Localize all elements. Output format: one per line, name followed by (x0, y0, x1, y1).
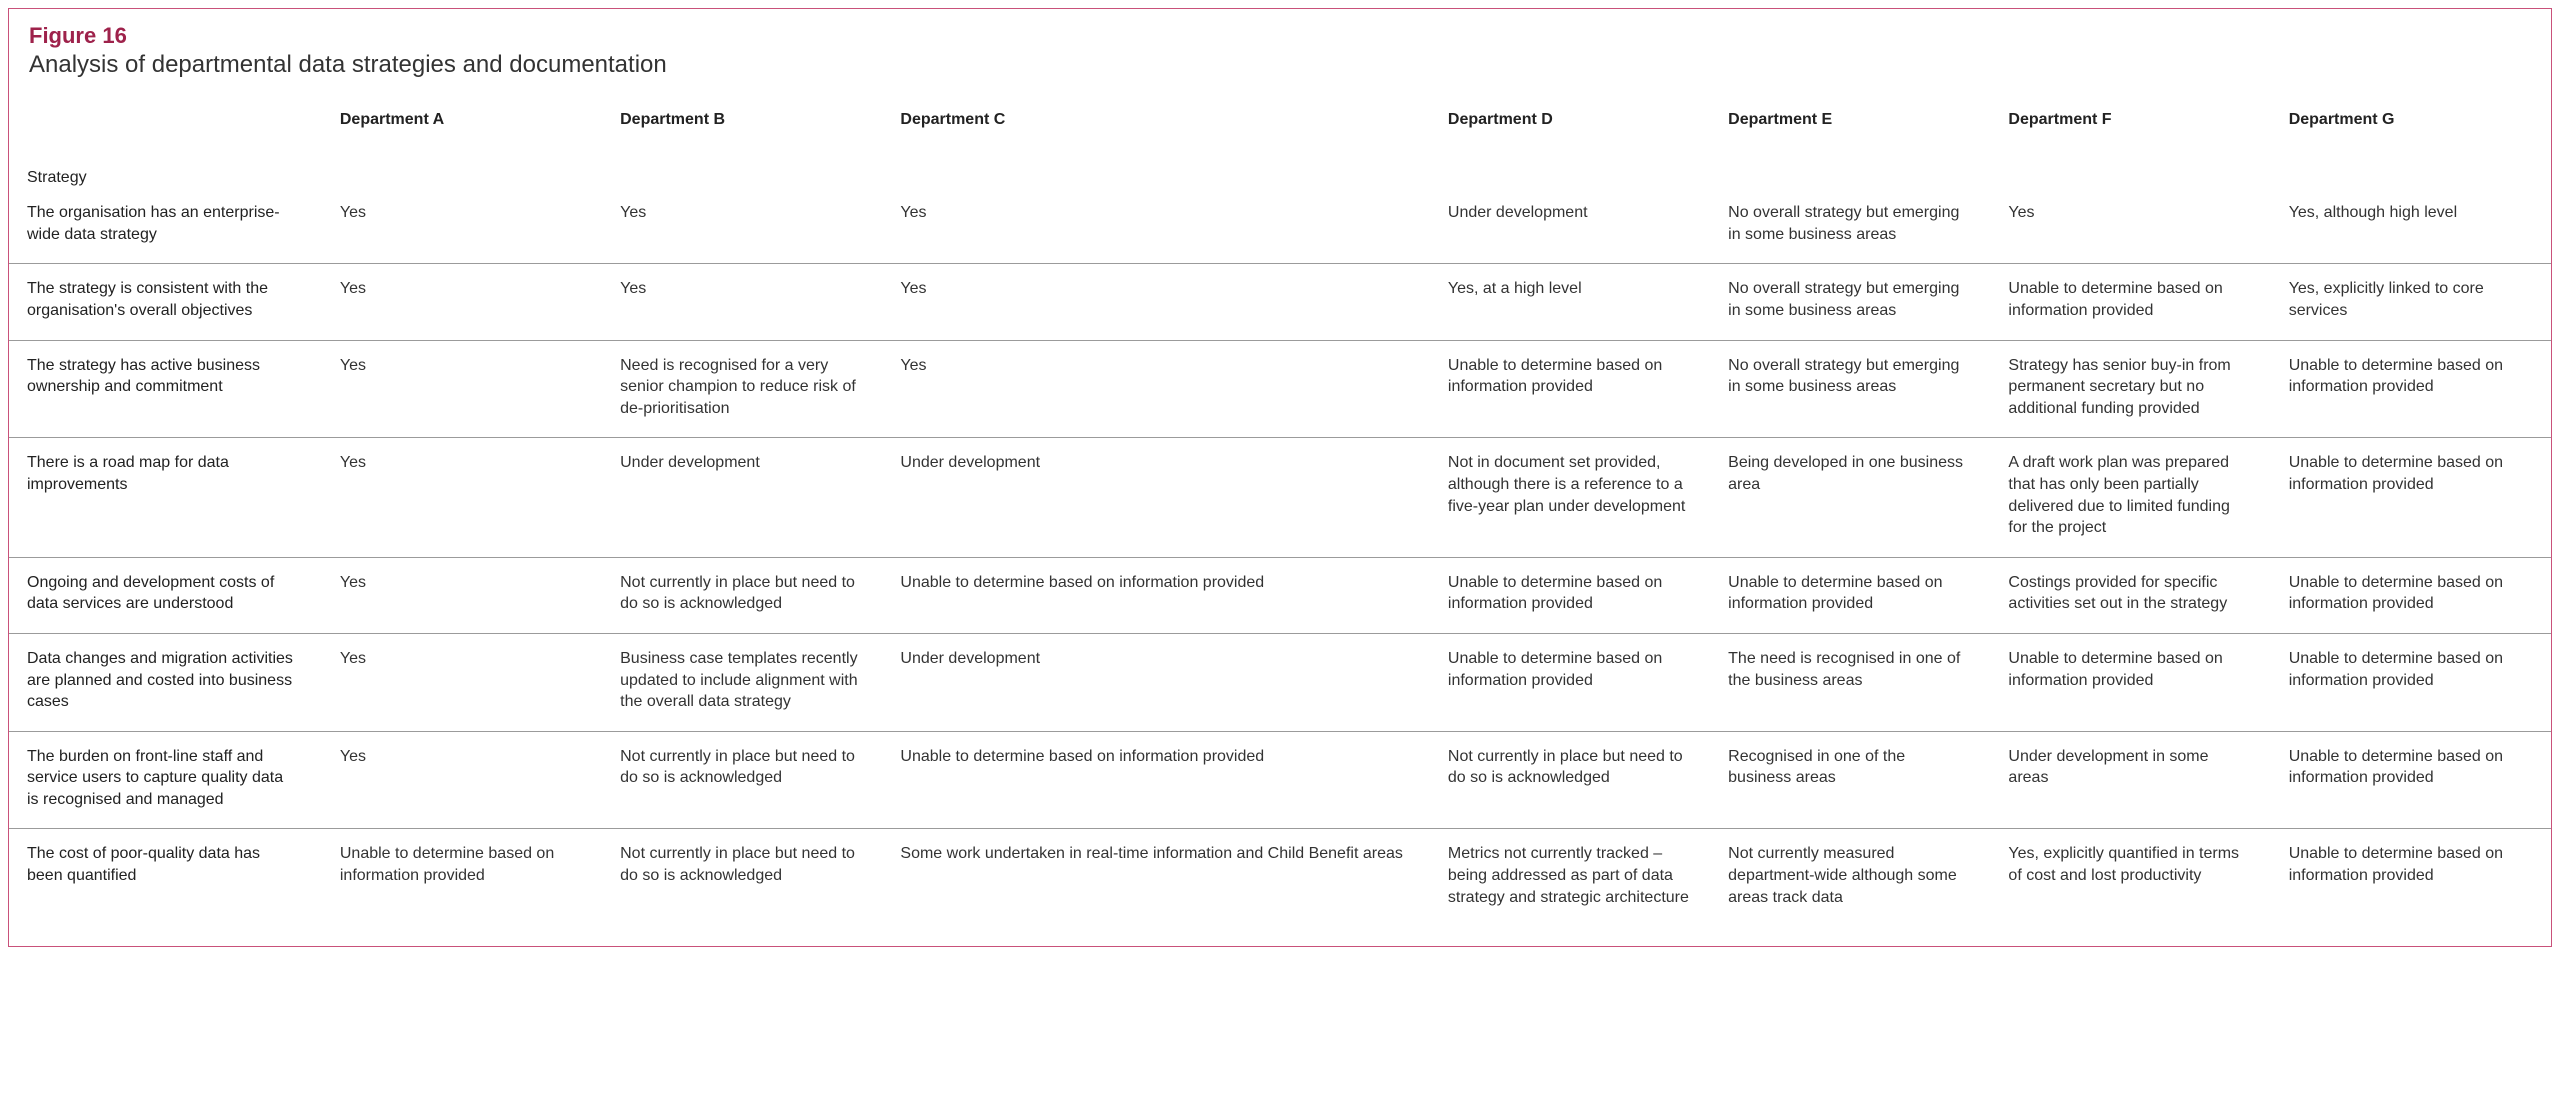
figure-title: Analysis of departmental data strategies… (29, 51, 2531, 79)
cell: Not currently in place but need to do so… (602, 557, 882, 633)
cell: Under development in some areas (1990, 731, 2270, 829)
cell: Yes (322, 731, 602, 829)
figure-number: Figure 16 (29, 23, 2531, 49)
cell: Strategy has senior buy-in from permanen… (1990, 340, 2270, 438)
cell: Yes, explicitly quantified in terms of c… (1990, 829, 2270, 926)
cell: Yes, explicitly linked to core services (2271, 264, 2551, 340)
table-row: There is a road map for data improvement… (9, 438, 2551, 557)
row-label: The strategy is consistent with the orga… (9, 264, 322, 340)
analysis-table: Department A Department B Department C D… (9, 83, 2551, 926)
cell: Under development (602, 438, 882, 557)
cell: Unable to determine based on information… (1990, 633, 2270, 731)
cell: Yes (322, 557, 602, 633)
col-header-c: Department C (882, 83, 1430, 145)
cell: Unable to determine based on information… (1430, 557, 1710, 633)
section-row: Strategy (9, 145, 2551, 189)
cell: Business case templates recently updated… (602, 633, 882, 731)
row-label: There is a road map for data improvement… (9, 438, 322, 557)
cell: Being developed in one business area (1710, 438, 1990, 557)
cell: Metrics not currently tracked – being ad… (1430, 829, 1710, 926)
figure-container: Figure 16 Analysis of departmental data … (8, 8, 2552, 947)
cell: Not currently measured department-wide a… (1710, 829, 1990, 926)
cell: Yes (1990, 188, 2270, 264)
cell: Unable to determine based on information… (882, 557, 1430, 633)
cell: Unable to determine based on information… (1430, 340, 1710, 438)
cell: Unable to determine based on information… (1710, 557, 1990, 633)
cell: Not currently in place but need to do so… (1430, 731, 1710, 829)
cell: Not currently in place but need to do so… (602, 731, 882, 829)
figure-header: Figure 16 Analysis of departmental data … (9, 9, 2551, 83)
cell: Yes (602, 264, 882, 340)
col-header-b: Department B (602, 83, 882, 145)
col-header-a: Department A (322, 83, 602, 145)
cell: Yes, although high level (2271, 188, 2551, 264)
cell: Yes (322, 438, 602, 557)
cell: Unable to determine based on information… (2271, 557, 2551, 633)
cell: Yes (322, 188, 602, 264)
cell: No overall strategy but emerging in some… (1710, 188, 1990, 264)
cell: Unable to determine based on information… (2271, 829, 2551, 926)
cell: Not currently in place but need to do so… (602, 829, 882, 926)
cell: Need is recognised for a very senior cha… (602, 340, 882, 438)
row-label: Data changes and migration activities ar… (9, 633, 322, 731)
table-head: Department A Department B Department C D… (9, 83, 2551, 145)
cell: Some work undertaken in real-time inform… (882, 829, 1430, 926)
table-body: Strategy The organisation has an enterpr… (9, 145, 2551, 927)
cell: Yes (322, 264, 602, 340)
col-header-d: Department D (1430, 83, 1710, 145)
table-row: Ongoing and development costs of data se… (9, 557, 2551, 633)
cell: Yes (882, 264, 1430, 340)
cell: Under development (1430, 188, 1710, 264)
col-header-blank (9, 83, 322, 145)
cell: Unable to determine based on information… (2271, 731, 2551, 829)
cell: No overall strategy but emerging in some… (1710, 340, 1990, 438)
row-label: The cost of poor-quality data has been q… (9, 829, 322, 926)
cell: Under development (882, 438, 1430, 557)
cell: Unable to determine based on information… (1430, 633, 1710, 731)
cell: Unable to determine based on information… (2271, 340, 2551, 438)
cell: Yes (602, 188, 882, 264)
table-row: The strategy has active business ownersh… (9, 340, 2551, 438)
section-label: Strategy (9, 145, 2551, 189)
table-row: The cost of poor-quality data has been q… (9, 829, 2551, 926)
cell: Unable to determine based on information… (1990, 264, 2270, 340)
cell: A draft work plan was prepared that has … (1990, 438, 2270, 557)
table-row: The strategy is consistent with the orga… (9, 264, 2551, 340)
row-label: Ongoing and development costs of data se… (9, 557, 322, 633)
table-row: The burden on front-line staff and servi… (9, 731, 2551, 829)
col-header-f: Department F (1990, 83, 2270, 145)
cell: Yes (322, 633, 602, 731)
cell: No overall strategy but emerging in some… (1710, 264, 1990, 340)
row-label: The organisation has an enterprise-wide … (9, 188, 322, 264)
row-label: The burden on front-line staff and servi… (9, 731, 322, 829)
cell: Unable to determine based on information… (322, 829, 602, 926)
cell: Not in document set provided, although t… (1430, 438, 1710, 557)
cell: Costings provided for specific activitie… (1990, 557, 2270, 633)
row-label: The strategy has active business ownersh… (9, 340, 322, 438)
cell: Unable to determine based on information… (2271, 633, 2551, 731)
cell: Unable to determine based on information… (882, 731, 1430, 829)
cell: Unable to determine based on information… (2271, 438, 2551, 557)
cell: Yes (322, 340, 602, 438)
cell: Recognised in one of the business areas (1710, 731, 1990, 829)
table-row: Data changes and migration activities ar… (9, 633, 2551, 731)
cell: The need is recognised in one of the bus… (1710, 633, 1990, 731)
col-header-g: Department G (2271, 83, 2551, 145)
col-header-e: Department E (1710, 83, 1990, 145)
cell: Yes (882, 188, 1430, 264)
cell: Yes (882, 340, 1430, 438)
cell: Yes, at a high level (1430, 264, 1710, 340)
table-row: The organisation has an enterprise-wide … (9, 188, 2551, 264)
cell: Under development (882, 633, 1430, 731)
